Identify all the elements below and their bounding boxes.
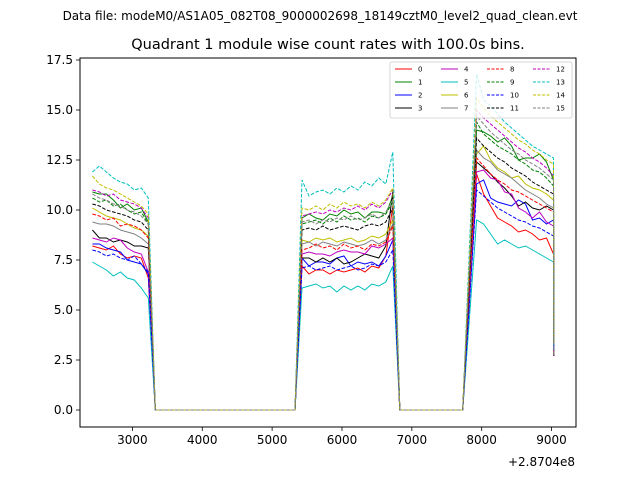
legend-label-5: 5 xyxy=(464,79,468,87)
y-tick-label: 17.5 xyxy=(46,53,73,67)
y-tick-label: 5.0 xyxy=(54,303,73,317)
legend-label-12: 12 xyxy=(556,66,565,74)
legend-label-0: 0 xyxy=(418,66,422,74)
legend-label-6: 6 xyxy=(464,92,469,100)
y-tick-label: 15.0 xyxy=(46,103,73,117)
suptitle: Data file: modeM0/AS1A05_082T08_90000026… xyxy=(63,9,578,23)
legend-label-11: 11 xyxy=(510,105,519,113)
y-tick-label: 12.5 xyxy=(46,153,73,167)
legend-label-4: 4 xyxy=(464,66,469,74)
x-tick-label: 3000 xyxy=(117,433,148,447)
legend-label-8: 8 xyxy=(510,66,514,74)
x-tick-label: 8000 xyxy=(466,433,497,447)
legend-label-3: 3 xyxy=(418,105,422,113)
x-tick-label: 7000 xyxy=(397,433,428,447)
y-tick-label: 7.5 xyxy=(54,253,73,267)
plot-area xyxy=(92,73,555,411)
chart-title: Quadrant 1 module wise count rates with … xyxy=(131,37,525,53)
legend-label-13: 13 xyxy=(556,79,565,87)
legend-label-14: 14 xyxy=(556,92,565,100)
x-tick-label: 6000 xyxy=(327,433,358,447)
axes-frame xyxy=(79,57,577,428)
y-tick-label: 0.0 xyxy=(54,403,73,417)
legend-label-9: 9 xyxy=(510,79,514,87)
series-line-14 xyxy=(92,96,555,411)
axes: 3000 4000 5000 6000 7000 8000 9000 0.0 2.5 5.0 7.5… xyxy=(46,53,577,447)
x-tick-label: 9000 xyxy=(536,433,567,447)
legend-label-2: 2 xyxy=(418,92,422,100)
legend-label-7: 7 xyxy=(464,105,468,113)
x-tick-label: 5000 xyxy=(257,433,288,447)
x-offset-label: +2.8704e8 xyxy=(508,455,575,469)
series-line-15 xyxy=(92,114,555,411)
y-tick-label: 2.5 xyxy=(54,353,73,367)
x-tick-label: 4000 xyxy=(187,433,218,447)
legend-label-15: 15 xyxy=(556,105,565,113)
legend-label-1: 1 xyxy=(418,79,422,87)
legend-box xyxy=(389,61,573,119)
legend-label-10: 10 xyxy=(510,92,519,100)
y-tick-label: 10.0 xyxy=(46,203,73,217)
